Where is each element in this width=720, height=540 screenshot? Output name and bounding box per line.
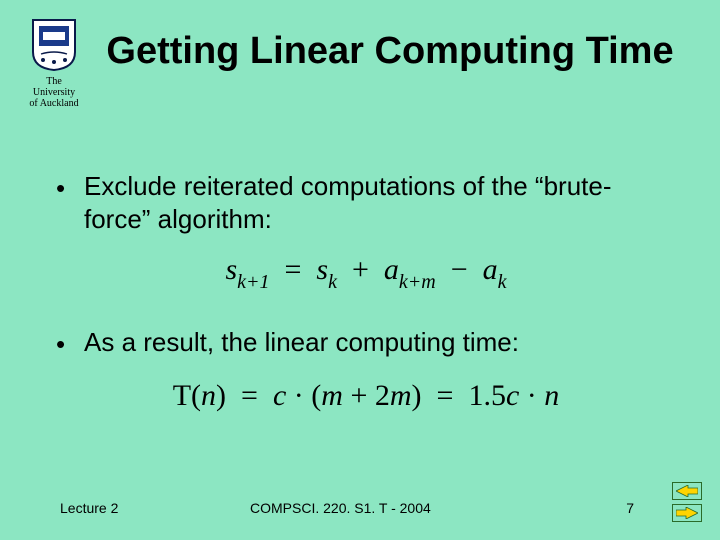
bullet-marker: •: [56, 170, 84, 205]
eq-coef: 1.5: [468, 379, 506, 412]
bullet-item: • Exclude reiterated computations of the…: [56, 170, 676, 235]
eq-var: a: [483, 253, 498, 286]
next-slide-button[interactable]: [672, 504, 702, 522]
footer-course: COMPSCI. 220. S1. T - 2004: [250, 500, 431, 516]
university-logo: The University of Auckland: [24, 18, 84, 109]
eq-var: n: [201, 379, 216, 412]
eq-var: n: [544, 379, 559, 412]
equation-2: T(n) = c · (m + 2m) = 1.5c · n: [56, 379, 676, 413]
eq-var: a: [384, 253, 399, 286]
uni-line: University: [24, 87, 84, 98]
eq-var: s: [225, 253, 237, 286]
eq-sub: k: [328, 271, 337, 293]
eq-var: c: [506, 379, 519, 412]
slide-title: Getting Linear Computing Time: [100, 30, 680, 74]
footer-page-number: 7: [626, 500, 634, 516]
eq-var: c: [273, 379, 286, 412]
crest-icon: [31, 18, 77, 72]
eq-var: s: [316, 253, 328, 286]
eq-sub: k: [498, 271, 507, 293]
bullet-marker: •: [56, 326, 84, 361]
equation-1: sk+1 = sk + ak+m − ak: [56, 253, 676, 292]
bullet-text: Exclude reiterated computations of the “…: [84, 170, 676, 235]
uni-line: of Auckland: [24, 98, 84, 109]
eq-sub: k+1: [237, 271, 269, 293]
bullet-item: • As a result, the linear computing time…: [56, 326, 676, 361]
prev-slide-button[interactable]: [672, 482, 702, 500]
slide-body: • Exclude reiterated computations of the…: [56, 170, 676, 447]
footer-lecture: Lecture 2: [60, 500, 118, 516]
eq-sub: k+m: [399, 271, 436, 293]
uni-line: The: [24, 76, 84, 87]
bullet-text: As a result, the linear computing time:: [84, 326, 676, 359]
nav-arrows: [672, 482, 702, 522]
eq-var: T: [173, 379, 191, 412]
university-name: The University of Auckland: [24, 76, 84, 109]
